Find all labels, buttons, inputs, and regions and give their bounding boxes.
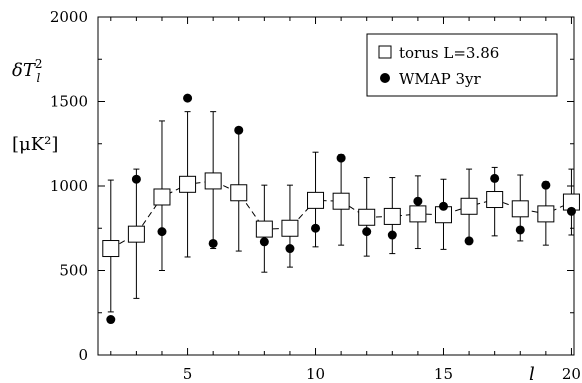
torus-point	[537, 205, 555, 223]
x-tick-label: 10	[306, 365, 325, 383]
wmap-point	[157, 227, 167, 237]
torus-point	[486, 191, 504, 209]
torus-point	[511, 200, 529, 218]
wmap-point	[387, 230, 397, 240]
y-tick-label: 1000	[50, 177, 88, 195]
x-tick-label: 20	[562, 365, 581, 383]
torus-point	[179, 175, 197, 193]
torus-point	[409, 205, 427, 223]
wmap-point	[285, 244, 295, 254]
wmap-point	[311, 223, 321, 233]
wmap-point	[106, 315, 116, 325]
legend-box	[366, 33, 558, 97]
wmap-point	[464, 236, 474, 246]
x-tick-label: 15	[434, 365, 453, 383]
wmap-point	[131, 174, 141, 184]
y-label-main: δT	[12, 60, 37, 81]
wmap-point	[515, 225, 525, 235]
y-axis-label-text: δT2 l	[12, 57, 42, 85]
y-tick-label: 1500	[50, 93, 88, 111]
legend-wmap-label: WMAP 3yr	[399, 70, 481, 88]
y-tick-label: 0	[78, 346, 88, 364]
wmap-point	[541, 180, 551, 190]
y-axis-units-text: [μK²]	[12, 134, 58, 155]
wmap-point	[490, 173, 500, 183]
wmap-point	[234, 125, 244, 135]
torus-point	[460, 197, 478, 215]
torus-point	[127, 225, 145, 243]
x-axis-label: l	[529, 364, 535, 383]
wmap-point	[336, 153, 346, 163]
x-tick-label: 5	[183, 365, 193, 383]
y-tick-label: 2000	[50, 8, 88, 26]
torus-point	[332, 192, 350, 210]
torus-squares	[102, 172, 580, 258]
wmap-dots	[106, 93, 576, 325]
torus-point	[204, 172, 222, 190]
legend-torus-label: torus L=3.86	[399, 44, 499, 62]
torus-point	[102, 240, 120, 258]
legend-square-icon	[378, 45, 392, 59]
y-axis-units: [μK²]	[12, 134, 58, 155]
legend-dot-icon	[380, 73, 390, 83]
wmap-point	[183, 93, 193, 103]
wmap-point	[362, 227, 372, 237]
wmap-point	[259, 237, 269, 247]
tick-labels: 0 500 1000 1500 2000 5 10 15 20	[50, 8, 581, 383]
torus-point	[230, 184, 248, 202]
y-axis-label: δT2 l	[12, 57, 42, 85]
axis-ticks	[98, 16, 574, 356]
torus-point	[383, 207, 401, 225]
wmap-point	[566, 206, 576, 216]
torus-point	[153, 188, 171, 206]
y-label-sup: 2	[35, 57, 43, 71]
torus-point	[281, 219, 299, 237]
wmap-point	[208, 238, 218, 248]
error-bars	[107, 111, 575, 313]
legend: torus L=3.86 WMAP 3yr	[366, 33, 558, 97]
y-tick-label: 500	[59, 262, 88, 280]
y-label-sub: l	[36, 71, 40, 85]
torus-point	[255, 220, 273, 238]
wmap-point	[413, 196, 423, 206]
torus-point	[358, 208, 376, 226]
wmap-point	[438, 201, 448, 211]
torus-point	[307, 191, 325, 209]
